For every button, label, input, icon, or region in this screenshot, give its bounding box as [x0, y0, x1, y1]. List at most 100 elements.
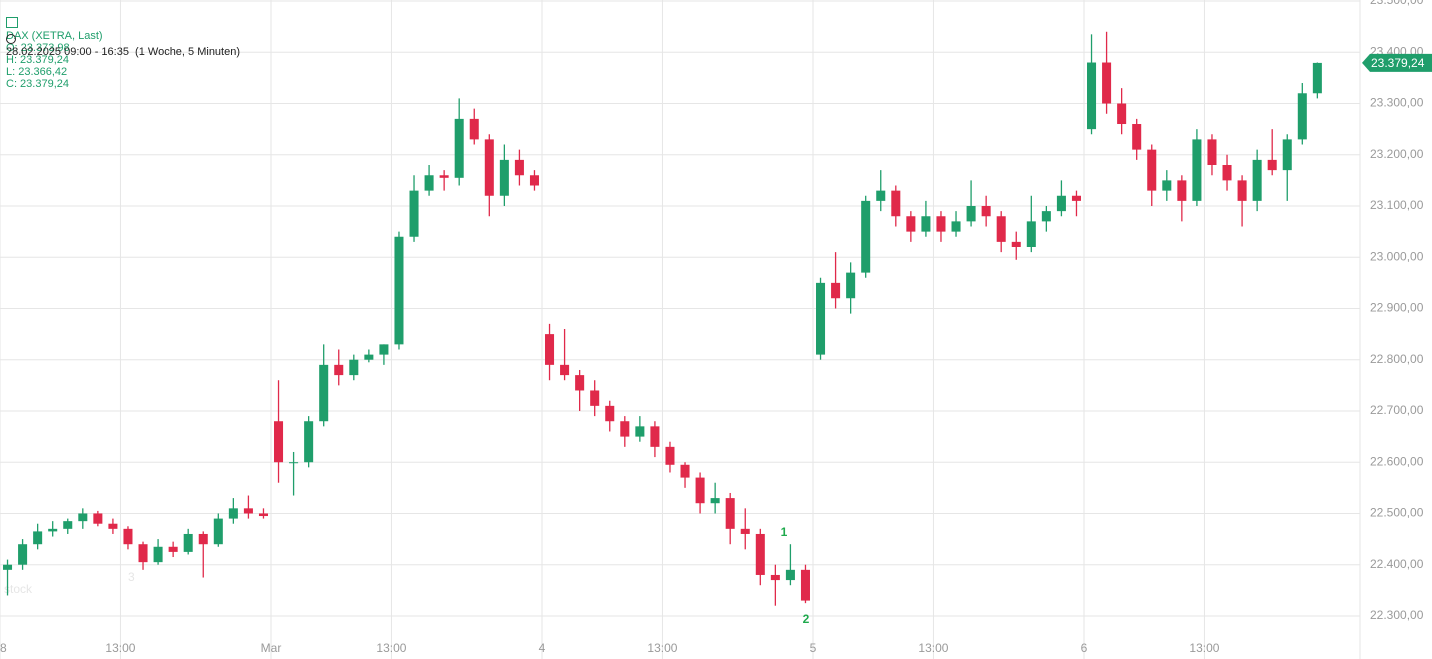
- candle-body: [695, 477, 705, 504]
- x-tick-label: 13:00: [1189, 641, 1219, 655]
- candle-body: [936, 216, 946, 232]
- price-tag-label: 23.379,24: [1371, 56, 1425, 70]
- candle-body: [1177, 180, 1187, 201]
- candle-body: [274, 421, 284, 463]
- candle-body: [484, 139, 494, 196]
- candle-body: [1267, 159, 1277, 171]
- candle-body: [635, 426, 645, 437]
- candle-body: [439, 175, 449, 178]
- candle-body: [394, 236, 404, 345]
- candle-body: [921, 216, 931, 232]
- icon: [6, 17, 18, 28]
- x-tick-label: 4: [539, 641, 546, 655]
- candle-body: [1162, 180, 1172, 191]
- candle-body: [1312, 62, 1322, 94]
- candle-body: [123, 528, 133, 545]
- candle-body: [1207, 139, 1217, 166]
- candle-body: [560, 364, 570, 376]
- candle-body: [364, 354, 374, 360]
- candle-body: [198, 533, 208, 545]
- candle-body: [63, 521, 73, 529]
- instrument: DAX (XETRA, Last): [6, 30, 103, 42]
- x-tick-label: 13:00: [918, 641, 948, 655]
- annotation: 1: [781, 525, 788, 539]
- candle-body: [1117, 103, 1127, 125]
- candle-body: [800, 569, 810, 601]
- candle-body: [1132, 124, 1142, 150]
- candle-body: [1222, 165, 1232, 181]
- candle-body: [289, 462, 299, 464]
- y-tick-label: 23.000,00: [1370, 249, 1424, 263]
- candle-body: [785, 569, 795, 581]
- period: 28.02.2025 09:00 - 16:35 (1 Woche, 5 Min…: [6, 46, 241, 58]
- candle-body: [319, 364, 329, 422]
- candle-body: [1192, 139, 1202, 201]
- candle-body: [228, 508, 238, 519]
- price-tag: [1362, 53, 1432, 72]
- candle-body: [1237, 180, 1247, 201]
- close: C: 23.379,24: [6, 78, 69, 90]
- candle-body: [349, 359, 359, 376]
- candle-body: [545, 334, 555, 365]
- x-tick-label: 13:00: [647, 641, 677, 655]
- candle-body: [861, 200, 871, 273]
- y-tick-label: 23.200,00: [1370, 147, 1424, 161]
- legend-line: DAX (XETRA, Last) O: 23.373,98 H: 23.379…: [6, 5, 106, 90]
- candle-body: [620, 421, 630, 437]
- y-tick-label: 22.800,00: [1370, 352, 1424, 366]
- annotation: 2: [803, 612, 810, 626]
- candle-body: [831, 282, 841, 299]
- candle-body: [93, 513, 103, 524]
- candle-body: [379, 344, 389, 355]
- candle-body: [1041, 211, 1051, 222]
- y-tick-label: 22.500,00: [1370, 506, 1424, 520]
- candle-body: [213, 518, 223, 545]
- clock-icon: [6, 34, 16, 44]
- candle-body: [1252, 159, 1262, 201]
- candle-body: [3, 564, 13, 570]
- candle-body: [304, 421, 314, 463]
- candle-body: [1056, 195, 1066, 212]
- candle-body: [258, 513, 268, 517]
- x-tick-label: 5: [810, 641, 817, 655]
- candle-body: [1011, 241, 1021, 247]
- candle-body: [951, 221, 961, 232]
- candle-body: [816, 282, 826, 355]
- candle-body: [454, 118, 464, 178]
- watermark: stock: [4, 582, 33, 596]
- candle-body: [78, 513, 88, 522]
- candle-body: [996, 216, 1006, 242]
- candle-body: [183, 533, 193, 552]
- candle-body: [876, 190, 886, 201]
- candle-body: [33, 531, 43, 545]
- candle-body: [605, 405, 615, 422]
- candle-body: [108, 523, 118, 529]
- candle-body: [138, 544, 148, 563]
- candle-body: [18, 544, 28, 565]
- candle-body: [891, 190, 901, 217]
- y-tick-label: 23.300,00: [1370, 96, 1424, 110]
- period-line: 28.02.2025 09:00 - 16:35 (1 Woche, 5 Min…: [6, 22, 240, 58]
- x-tick-label: 28: [0, 641, 7, 655]
- candle-body: [153, 546, 163, 563]
- candle-body: [1282, 139, 1292, 171]
- x-tick-label: 6: [1081, 641, 1088, 655]
- candle-body: [529, 175, 539, 186]
- candle-body: [499, 159, 509, 196]
- candle-body: [680, 464, 690, 478]
- y-tick-label: 22.600,00: [1370, 454, 1424, 468]
- candle-body: [755, 533, 765, 575]
- candle-body: [1026, 221, 1036, 247]
- y-tick-label: 22.300,00: [1370, 608, 1424, 622]
- candle-body: [906, 216, 916, 232]
- candle-body: [1087, 62, 1097, 130]
- candle-body: [1102, 62, 1112, 104]
- x-tick-label: 13:00: [105, 641, 135, 655]
- candle-body: [1071, 195, 1081, 201]
- candle-body: [981, 206, 991, 217]
- candle-body: [424, 175, 434, 191]
- candle-body: [48, 528, 58, 532]
- candle-body: [590, 390, 600, 406]
